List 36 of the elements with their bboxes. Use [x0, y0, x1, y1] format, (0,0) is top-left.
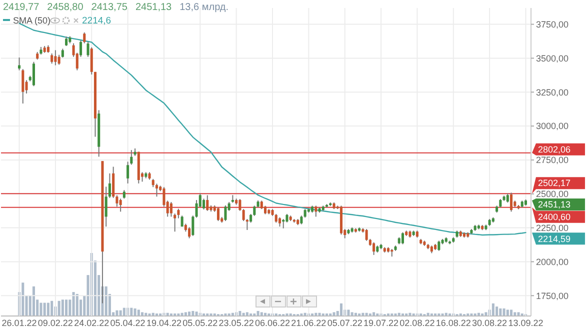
ref-line-label: 2802,06	[538, 144, 571, 155]
x-tick-label: 09.02.22	[38, 318, 73, 328]
legend-label: SMA (50)	[13, 16, 51, 26]
ref-line-label: 2400,60	[538, 212, 571, 222]
x-tick-label: 30.08.22	[472, 318, 508, 328]
x-tick-label: 21.06.22	[291, 318, 326, 328]
x-tick-label: 19.04.22	[146, 318, 182, 328]
annotation: 2419,77	[3, 2, 40, 13]
x-tick-label: 16.08.22	[436, 318, 471, 328]
y-tick-label: 3500,00	[536, 53, 569, 64]
annotation: 2413,75	[91, 2, 128, 13]
y-tick-label: 3750,00	[536, 19, 569, 30]
x-tick-label: 26.01.22	[2, 318, 37, 328]
annotation: 2451,13	[538, 200, 571, 210]
y-tick-label: 1750,00	[536, 290, 569, 301]
y-tick-label: 2750,00	[536, 155, 569, 166]
y-tick-label: 3000,00	[536, 121, 569, 132]
annotation: 2458,80	[47, 2, 84, 13]
annotation: 2214,59	[538, 234, 571, 244]
ref-line-label: 2502,17	[538, 178, 571, 188]
y-tick-label: 2250,00	[536, 222, 569, 233]
x-tick-label: 02.08.22	[400, 318, 435, 328]
x-tick-label: 13.09.22	[508, 318, 544, 328]
annotation: 13,6 млрд.	[180, 2, 229, 13]
x-tick-label: 05.07.22	[327, 318, 362, 328]
y-tick-label: 3250,00	[536, 87, 569, 98]
annotation: 2214,6	[82, 16, 112, 26]
x-tick-label: 06.06.22	[254, 318, 290, 328]
x-tick-label: 05.05.22	[182, 318, 218, 328]
x-tick-label: 24.02.22	[74, 318, 110, 328]
x-tick-label: 05.04.22	[110, 318, 146, 328]
x-tick-label: 23.05.22	[218, 318, 254, 328]
x-tick-label: 19.07.22	[364, 318, 399, 328]
y-tick-label: 2000,00	[536, 256, 569, 267]
annotation: 2451,13	[135, 2, 172, 13]
y-tick-label: 2500,00	[536, 189, 569, 200]
